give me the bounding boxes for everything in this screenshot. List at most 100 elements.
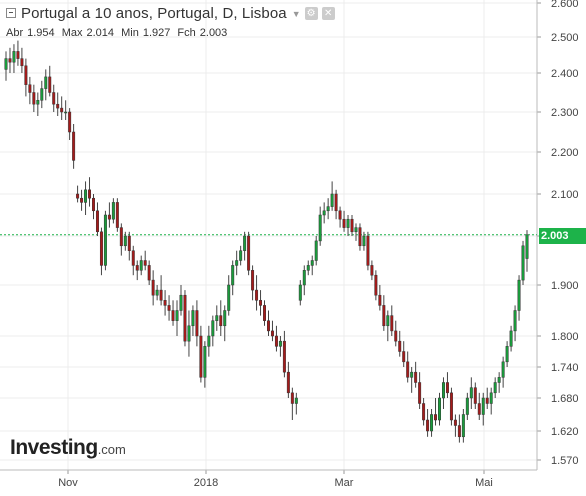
close-icon[interactable]: ✕ — [321, 6, 335, 20]
candle-body — [219, 315, 223, 327]
candle-body — [183, 294, 187, 342]
candle-body — [72, 131, 76, 161]
candle-body — [477, 403, 481, 415]
candle-body — [390, 315, 394, 332]
candle-body — [370, 265, 374, 276]
candle-body — [179, 294, 183, 311]
candle-body — [191, 310, 195, 327]
candle-body — [441, 382, 445, 399]
ohlc-high-value: 2.014 — [86, 27, 115, 39]
y-tick-label: 1.620 — [551, 426, 579, 438]
candle-body — [290, 392, 294, 404]
y-tick-label: 1.900 — [551, 280, 579, 292]
candle-body — [147, 265, 151, 281]
candle-body — [36, 100, 40, 105]
candle-body — [127, 235, 131, 251]
candle-body — [517, 279, 521, 311]
candle-body — [274, 335, 278, 347]
ohlc-readout: Abr 1.954 Max 2.014 Min 1.927 Fch 2.003 — [6, 27, 231, 39]
candle-body — [227, 284, 231, 311]
candle-body — [489, 392, 493, 404]
candle-body — [99, 231, 103, 266]
ohlc-close-value: 2.003 — [199, 27, 228, 39]
candle-body — [521, 245, 525, 281]
x-tick-label: Nov — [58, 477, 78, 489]
candle-body — [255, 289, 259, 301]
candle-body — [203, 346, 207, 378]
candle-body — [449, 392, 453, 421]
x-tick-label: 2018 — [194, 477, 218, 489]
candle-body — [175, 310, 179, 321]
candle-body — [314, 240, 318, 261]
x-tick-label: Mar — [335, 477, 354, 489]
candle-body — [469, 387, 473, 399]
candle-body — [159, 289, 163, 301]
candle-body — [143, 260, 147, 266]
candle-body — [135, 265, 139, 271]
candle-body — [263, 305, 266, 321]
y-tick-label: 2.600 — [551, 0, 579, 10]
candle-body — [167, 305, 171, 311]
y-tick-label: 2.200 — [551, 147, 579, 159]
candle-body — [239, 250, 243, 261]
last-price-tag — [539, 228, 586, 244]
candle-body — [123, 235, 127, 247]
ohlc-low-label: Min — [121, 27, 139, 39]
candle-body — [60, 107, 64, 113]
candle-body — [445, 382, 449, 394]
candle-body — [298, 284, 302, 301]
candle-body — [12, 51, 16, 63]
candle-body — [211, 320, 215, 337]
candle-body — [84, 189, 88, 203]
candle-body — [505, 346, 509, 363]
candle-body — [8, 58, 12, 63]
last-price-value: 2.003 — [541, 230, 569, 242]
candle-body — [358, 227, 362, 247]
candle-body — [426, 419, 430, 432]
candle-body — [374, 274, 378, 296]
candle-body — [20, 58, 24, 67]
candle-body — [386, 315, 390, 327]
y-tick-label: 2.300 — [551, 107, 579, 119]
candle-body — [294, 397, 298, 404]
candle-body — [223, 310, 227, 327]
candle-body — [4, 58, 8, 70]
candle-body — [40, 88, 44, 101]
candle-body — [286, 371, 290, 394]
candle-body — [306, 265, 310, 271]
candle-body — [282, 340, 286, 373]
candle-body — [103, 214, 107, 266]
candle-body — [342, 218, 346, 228]
x-tick-label: Mai — [475, 477, 493, 489]
candle-body — [231, 265, 235, 286]
candle-body — [509, 330, 513, 347]
candle-body — [48, 76, 52, 93]
candle-body — [525, 234, 529, 259]
candle-body — [195, 310, 199, 337]
candle-body — [207, 335, 211, 347]
candle-body — [382, 305, 386, 327]
logo-wordmark: Investing — [10, 436, 98, 459]
settings-gear-icon[interactable]: ⚙ — [304, 6, 318, 20]
candle-body — [247, 235, 251, 271]
collapse-icon[interactable] — [6, 8, 16, 18]
candle-body — [414, 371, 418, 383]
chevron-down-icon[interactable]: ▼ — [291, 9, 301, 19]
candle-body — [330, 193, 334, 207]
logo-domain: .com — [97, 442, 126, 457]
candle-body — [119, 227, 123, 247]
candle-body — [513, 310, 517, 332]
candle-body — [394, 330, 398, 342]
candle-body — [24, 65, 28, 85]
candle-body — [493, 382, 497, 394]
candle-body — [473, 387, 477, 404]
candle-body — [453, 419, 457, 426]
candle-body — [187, 325, 191, 342]
candle-body — [259, 300, 263, 306]
candle-body — [251, 270, 255, 291]
candle-body — [398, 340, 402, 352]
candle-body — [16, 51, 20, 59]
chart-title: Portugal a 10 anos, Portugal, D, Lisboa — [21, 4, 287, 22]
candle-body — [278, 340, 282, 347]
